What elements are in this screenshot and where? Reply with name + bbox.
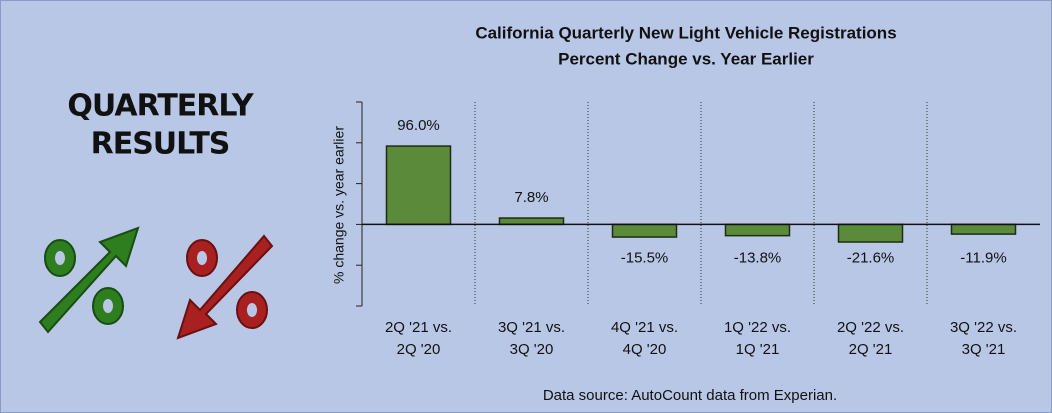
chart-title: California Quarterly New Light Vehicle R…: [475, 23, 896, 42]
side-title: QUARTERLY: [67, 89, 254, 124]
value-label: -13.8%: [734, 249, 782, 266]
x-tick-label: 1Q '22 vs. 1Q '21: [724, 319, 791, 358]
bar: [611, 223, 678, 238]
bar: [950, 223, 1017, 235]
value-label: 96.0%: [397, 117, 440, 134]
x-tick-label: 3Q '21 vs. 3Q '20: [498, 319, 565, 358]
percent-up-icon: [38, 226, 140, 334]
side-title: RESULTS: [91, 127, 230, 162]
bar: [385, 145, 452, 226]
bar: [837, 223, 904, 243]
percent-down-icon: [176, 234, 274, 340]
x-tick-label: 3Q '22 vs. 3Q '21: [950, 319, 1017, 358]
x-tick-label: 4Q '21 vs. 4Q '20: [611, 319, 678, 358]
x-tick-label: 2Q '22 vs. 2Q '21: [837, 319, 904, 358]
y-axis-label: % change vs. year earlier: [331, 126, 347, 284]
value-label: 7.8%: [514, 189, 548, 206]
value-label: -15.5%: [621, 249, 669, 266]
value-label: -11.9%: [960, 249, 1006, 266]
bar: [724, 223, 791, 237]
bar: [498, 217, 565, 226]
x-tick-label: 2Q '21 vs. 2Q '20: [385, 319, 452, 358]
source: Data source: AutoCount data from Experia…: [543, 387, 837, 404]
value-label: -21.6%: [847, 249, 895, 266]
chart-title: Percent Change vs. Year Earlier: [558, 49, 814, 68]
